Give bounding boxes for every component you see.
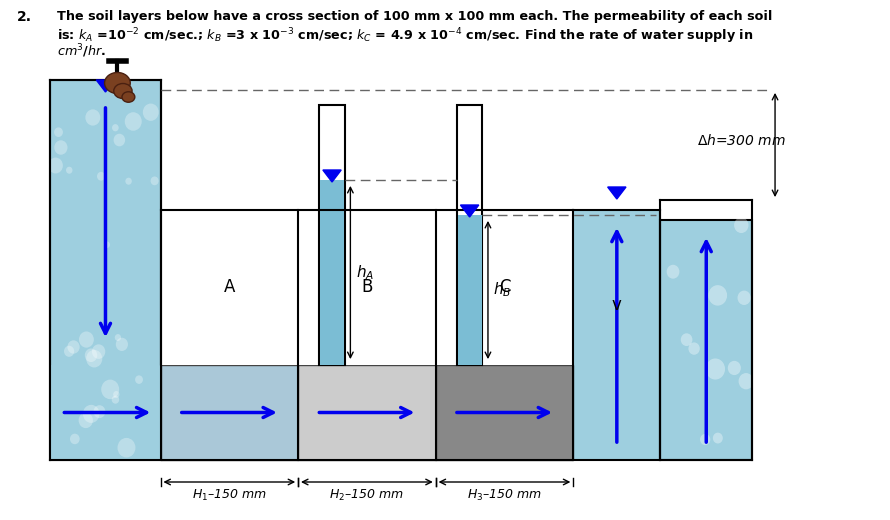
Circle shape [758,393,773,409]
Circle shape [85,109,101,126]
Circle shape [85,348,97,362]
Circle shape [700,434,710,445]
Circle shape [738,291,751,305]
Circle shape [113,391,119,398]
Text: B: B [361,279,373,296]
Bar [51,365,298,460]
Circle shape [754,416,768,432]
Circle shape [93,405,105,418]
Circle shape [150,176,158,185]
Bar [320,180,344,365]
Ellipse shape [114,84,132,98]
Bar [436,365,573,460]
Text: v: v [612,296,622,314]
Bar [660,220,752,460]
Circle shape [54,140,68,155]
Circle shape [111,396,119,404]
Polygon shape [460,205,479,217]
Text: 2.: 2. [17,10,31,24]
Circle shape [117,438,135,458]
Text: A: A [223,279,235,296]
Circle shape [97,172,105,180]
Bar [457,105,482,365]
Circle shape [54,127,63,137]
Circle shape [68,340,80,354]
Text: is: $\it{k_A}$ =10$^{-2}$ cm/sec.; $\it{k_B}$ =3 x 10$^{-3}$ cm/sec; $\it{k_C}$ : is: $\it{k_A}$ =10$^{-2}$ cm/sec.; $\it{… [57,26,753,46]
Circle shape [125,112,142,131]
Bar [320,105,344,365]
Circle shape [83,405,100,423]
Circle shape [755,398,767,412]
Circle shape [101,380,119,399]
Ellipse shape [104,72,130,94]
Circle shape [48,158,63,174]
Bar [51,80,160,460]
Circle shape [142,103,158,121]
Circle shape [115,334,121,341]
Circle shape [713,433,723,444]
Circle shape [135,375,143,384]
Circle shape [667,265,679,279]
Circle shape [125,178,132,185]
Ellipse shape [122,92,134,102]
Circle shape [116,337,128,351]
Circle shape [64,346,74,357]
Text: The soil layers below have a cross section of 100 mm x 100 mm each. The permeabi: The soil layers below have a cross secti… [57,10,773,23]
Circle shape [681,333,692,346]
Text: $h_A$: $h_A$ [356,263,374,282]
Circle shape [689,342,700,355]
Bar [160,365,298,460]
Bar [573,210,660,460]
Text: $\it{cm}$$^3$/$\it{hr}$.: $\it{cm}$$^3$/$\it{hr}$. [57,42,106,60]
Circle shape [728,361,740,375]
Circle shape [70,434,79,444]
Circle shape [739,373,754,389]
Circle shape [734,217,748,233]
Bar [298,365,436,460]
Polygon shape [323,170,341,182]
Circle shape [112,124,118,132]
Circle shape [708,285,727,306]
Text: $H_3$–150 mm: $H_3$–150 mm [467,488,542,503]
Circle shape [79,331,93,348]
Text: $H_1$–150 mm: $H_1$–150 mm [192,488,267,503]
Bar [160,210,298,365]
Circle shape [66,167,72,174]
Text: $\Delta h$=300 mm: $\Delta h$=300 mm [697,133,786,148]
Bar [298,210,436,365]
Circle shape [78,412,93,428]
Circle shape [104,241,110,248]
Text: $h_B$: $h_B$ [493,281,512,300]
Polygon shape [608,187,626,199]
Text: C: C [498,279,510,296]
Polygon shape [96,80,115,92]
Bar [436,210,573,365]
Bar [457,215,481,365]
Circle shape [756,441,771,458]
Circle shape [86,350,102,368]
Circle shape [114,134,125,146]
Circle shape [92,344,105,359]
Circle shape [706,358,725,380]
Text: $H_2$–150 mm: $H_2$–150 mm [329,488,404,503]
